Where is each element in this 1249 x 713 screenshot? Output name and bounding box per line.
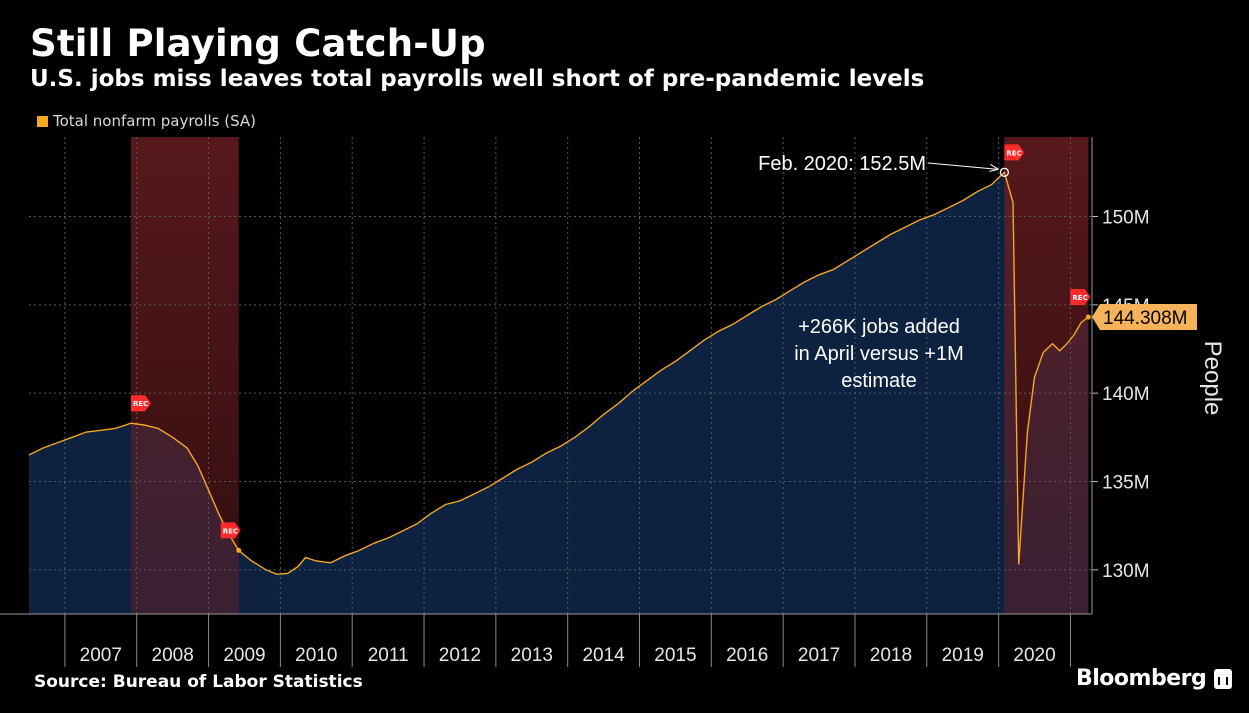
y-tick-label: 150M	[1102, 208, 1150, 229]
recession-flag-shape	[1070, 289, 1091, 306]
recession-flag-label: REC	[1006, 149, 1021, 157]
end-point-dot-1	[236, 547, 242, 553]
payrolls-line	[28, 170, 1089, 576]
x-tick-label: 2008	[152, 645, 194, 666]
x-tick-label: 2019	[942, 645, 984, 666]
x-tick-label: 2014	[582, 645, 625, 666]
chart-title: Still Playing Catch-Up	[30, 22, 486, 65]
source-note: Source: Bureau of Labor Statistics	[34, 672, 363, 692]
april-annotation-line-3: estimate	[841, 370, 917, 392]
recession-flag-shape	[1004, 144, 1025, 161]
recession-end-flag-2: REC	[1070, 289, 1091, 306]
gridlines	[29, 137, 1092, 614]
april-annotation-line-2: in April versus +1M	[794, 343, 964, 365]
last-value-callout	[1092, 304, 1197, 331]
legend-label: Total nonfarm payrolls (SA)	[53, 112, 257, 130]
recession-band-1	[130, 137, 239, 614]
legend: Total nonfarm payrolls (SA)	[37, 112, 256, 130]
legend-swatch	[37, 115, 48, 127]
peak-pointer-line	[927, 162, 999, 170]
x-tick-label: 2013	[511, 645, 553, 666]
brand-name: Bloomberg	[1076, 666, 1207, 691]
chart-subtitle: U.S. jobs miss leaves total payrolls wel…	[30, 66, 925, 92]
payrolls-area	[29, 172, 1089, 615]
axes: 130M135M140M145M150M20072008200920102011…	[0, 137, 1226, 667]
bloomberg-logo: Bloomberg	[1076, 666, 1233, 691]
x-tick-label: 2009	[223, 645, 265, 666]
recession-band-2	[1004, 137, 1089, 614]
recession-flag-label: REC	[1072, 294, 1087, 302]
peak-annotation: Feb. 2020: 152.5M	[758, 153, 926, 175]
y-axis-title: People	[1199, 341, 1226, 416]
x-tick-label: 2015	[654, 645, 696, 666]
y-tick-label: 130M	[1102, 561, 1150, 582]
x-tick-label: 2020	[1013, 645, 1055, 666]
recession-flag-shape	[130, 395, 151, 412]
area-layer	[29, 172, 1089, 615]
recession-flag-shape	[220, 522, 241, 539]
april-annotation-line-1: +266K jobs added	[798, 316, 960, 338]
x-tick-label: 2016	[726, 645, 768, 666]
y-tick-label: 135M	[1102, 473, 1150, 494]
last-value-label: 144.308M	[1103, 308, 1188, 329]
recession-start-flag-1: REC	[130, 395, 151, 412]
recession-flag-label: REC	[133, 400, 148, 408]
end-point-dot-2	[1085, 314, 1091, 320]
annotations: REC REC REC REC Feb. 2020: 152.5M +266K jobs …	[130, 144, 1197, 553]
x-tick-label: 2010	[295, 645, 337, 666]
x-tick-label: 2012	[439, 645, 481, 666]
line-layer	[28, 170, 1089, 576]
recession-start-flag-2: REC	[1004, 144, 1025, 161]
x-tick-label: 2018	[870, 645, 912, 666]
x-tick-label: 2007	[80, 645, 122, 666]
x-tick-label: 2011	[368, 645, 409, 666]
peak-pointer-arrowhead	[989, 163, 999, 172]
y-tick-label: 140M	[1102, 384, 1150, 405]
recession-end-flag-1: REC	[220, 522, 241, 539]
recession-flag-label: REC	[223, 527, 238, 535]
peak-marker	[999, 167, 1010, 177]
x-tick-label: 2017	[798, 645, 840, 666]
bloomberg-terminal-icon	[1214, 668, 1233, 689]
